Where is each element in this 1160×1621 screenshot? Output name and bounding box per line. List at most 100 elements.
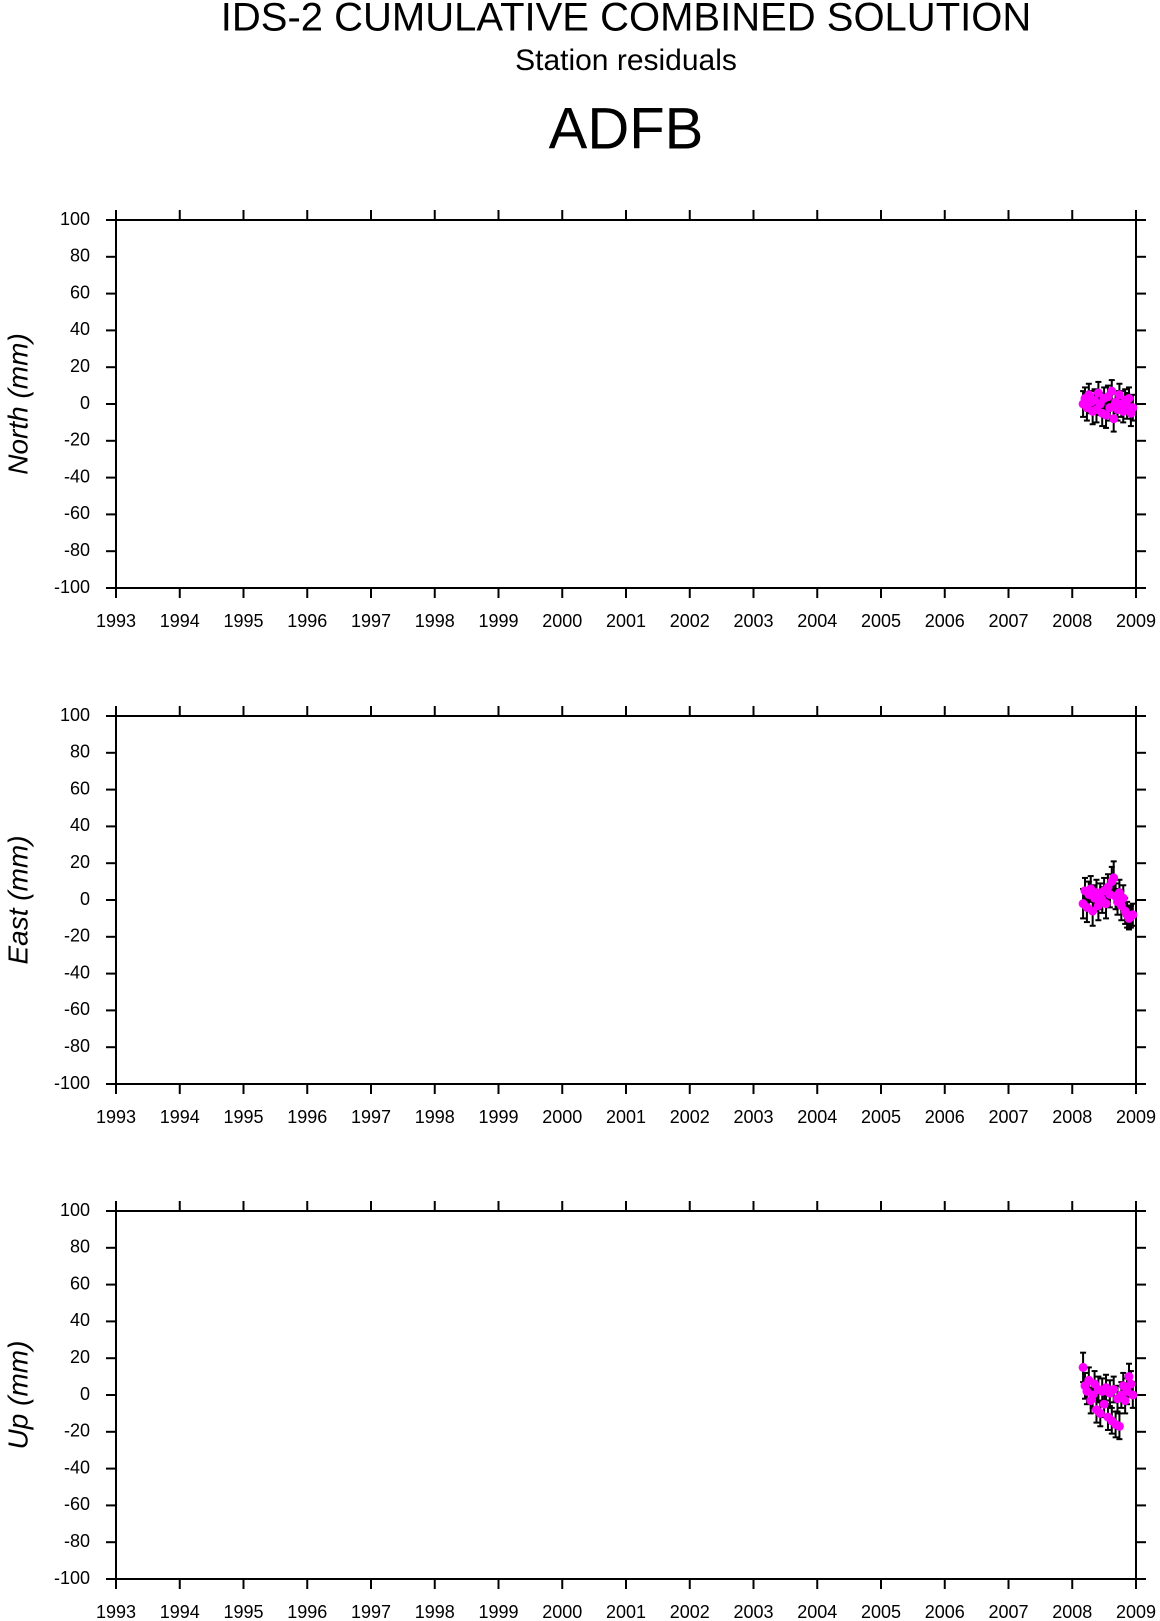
x-tick-label: 2001	[606, 1602, 646, 1621]
data-point	[1124, 393, 1134, 403]
x-tick-label: 1999	[478, 1107, 518, 1127]
y-axis-label: Up (mm)	[2, 1341, 33, 1450]
y-tick-label: 40	[70, 319, 90, 339]
x-tick-label: 2004	[797, 1602, 837, 1621]
x-tick-label: 1993	[96, 1602, 136, 1621]
x-tick-label: 1994	[160, 1107, 200, 1127]
x-tick-label: 2009	[1116, 1107, 1156, 1127]
x-tick-label: 1998	[415, 1602, 455, 1621]
data-point	[1095, 1408, 1105, 1418]
y-tick-label: -40	[64, 962, 90, 982]
x-tick-label: 1995	[223, 1602, 263, 1621]
y-tick-label: -20	[64, 430, 90, 450]
y-tick-label: 20	[70, 1347, 90, 1367]
data-point	[1088, 906, 1098, 916]
y-tick-label: 0	[80, 393, 90, 413]
plot-frame	[115, 219, 1137, 589]
y-tick-label: 100	[60, 209, 90, 229]
data-point	[1120, 1396, 1130, 1406]
y-tick-label: 40	[70, 1310, 90, 1330]
y-tick-label: -20	[64, 926, 90, 946]
data-point	[1126, 1379, 1136, 1389]
data-point	[1128, 910, 1138, 920]
x-tick-label: 2000	[542, 1107, 582, 1127]
data-point	[1109, 414, 1119, 424]
x-tick-label: 2008	[1052, 1107, 1092, 1127]
y-tick-label: -40	[64, 466, 90, 486]
x-tick-label: 2000	[542, 611, 582, 631]
x-tick-label: 1995	[223, 1107, 263, 1127]
y-tick-label: 80	[70, 246, 90, 266]
plot-frame	[115, 715, 1137, 1085]
y-tick-label: -80	[64, 1036, 90, 1056]
x-tick-label: 2006	[925, 611, 965, 631]
y-axis-label: North (mm)	[2, 333, 33, 475]
x-tick-label: 2003	[733, 1602, 773, 1621]
y-tick-label: -80	[64, 540, 90, 560]
data-point	[1088, 1390, 1098, 1400]
y-tick-label: 80	[70, 1237, 90, 1257]
y-tick-label: 60	[70, 282, 90, 302]
y-tick-label: 60	[70, 778, 90, 798]
data-point	[1118, 893, 1128, 903]
data-point	[1128, 403, 1138, 413]
y-tick-label: 0	[80, 1384, 90, 1404]
data-point	[1128, 1390, 1138, 1400]
subtitle: Station residuals	[515, 44, 737, 77]
y-tick-label: 20	[70, 852, 90, 872]
x-tick-label: 2007	[988, 1107, 1028, 1127]
data-point	[1114, 390, 1124, 400]
x-tick-label: 2001	[606, 611, 646, 631]
station-name: ADFB	[549, 96, 704, 161]
x-tick-label: 1996	[287, 611, 327, 631]
x-tick-label: 1998	[415, 611, 455, 631]
x-tick-label: 1994	[160, 611, 200, 631]
x-tick-label: 2006	[925, 1602, 965, 1621]
y-tick-label: -60	[64, 1494, 90, 1514]
x-tick-label: 2004	[797, 611, 837, 631]
y-axis-label: East (mm)	[2, 835, 33, 964]
plot-frame	[115, 1210, 1137, 1580]
y-tick-label: -20	[64, 1421, 90, 1441]
x-tick-label: 1999	[478, 611, 518, 631]
y-tick-label: 100	[60, 705, 90, 725]
data-point	[1084, 390, 1094, 400]
x-tick-label: 2005	[861, 1602, 901, 1621]
x-tick-label: 2009	[1116, 611, 1156, 631]
data-point	[1107, 386, 1117, 396]
x-tick-label: 2005	[861, 1107, 901, 1127]
x-tick-label: 2002	[670, 611, 710, 631]
data-point	[1101, 899, 1111, 909]
x-tick-label: 2006	[925, 1107, 965, 1127]
x-tick-label: 2007	[988, 1602, 1028, 1621]
data-point	[1114, 1421, 1124, 1431]
x-tick-label: 1994	[160, 1602, 200, 1621]
title: IDS-2 CUMULATIVE COMBINED SOLUTION	[221, 0, 1031, 40]
y-tick-label: -60	[64, 999, 90, 1019]
x-tick-label: 2003	[733, 611, 773, 631]
x-tick-label: 1996	[287, 1602, 327, 1621]
x-tick-label: 1999	[478, 1602, 518, 1621]
data-point	[1093, 388, 1103, 398]
x-tick-label: 2008	[1052, 1602, 1092, 1621]
y-tick-label: 60	[70, 1273, 90, 1293]
data-point	[1109, 873, 1119, 883]
y-tick-label: 40	[70, 815, 90, 835]
y-tick-label: 100	[60, 1200, 90, 1220]
x-tick-label: 1997	[351, 1107, 391, 1127]
data-point	[1105, 403, 1115, 413]
data-point	[1109, 1384, 1119, 1394]
y-tick-label: -60	[64, 503, 90, 523]
x-tick-label: 1996	[287, 1107, 327, 1127]
y-tick-label: -40	[64, 1457, 90, 1477]
y-tick-label: -100	[54, 1073, 90, 1093]
x-tick-label: 2002	[670, 1602, 710, 1621]
x-tick-label: 2005	[861, 611, 901, 631]
x-tick-label: 2007	[988, 611, 1028, 631]
x-tick-label: 2009	[1116, 1602, 1156, 1621]
x-tick-label: 2003	[733, 1107, 773, 1127]
x-tick-label: 1997	[351, 611, 391, 631]
x-tick-label: 2004	[797, 1107, 837, 1127]
y-tick-label: 0	[80, 889, 90, 909]
